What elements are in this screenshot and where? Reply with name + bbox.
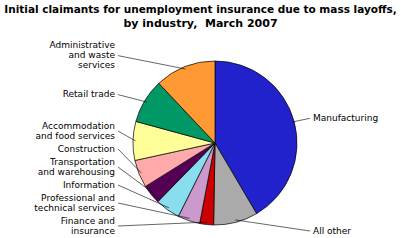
chart: Initial claimants for unemployment insur… — [0, 0, 401, 238]
leader-line — [292, 118, 310, 122]
leader-line — [235, 220, 310, 231]
leader-line — [118, 222, 207, 226]
leader-line — [118, 95, 147, 102]
labels: Administrativeand wasteservices Retail tr… — [34, 40, 378, 235]
slice-label: Transportationand warehousing — [38, 157, 115, 177]
leader-line — [118, 167, 153, 193]
slice-label: Retail trade — [63, 89, 116, 99]
slice-label: All other — [313, 226, 351, 236]
leader-lines — [118, 56, 310, 231]
title: by industry, March 2007 — [123, 17, 277, 30]
leader-line — [118, 131, 135, 141]
slice-label: Manufacturing — [313, 113, 378, 123]
slice-label: Finance andinsurance — [61, 216, 116, 236]
leader-line — [118, 56, 186, 69]
slice-label: Administrativeand wasteservices — [49, 40, 115, 70]
slices — [133, 61, 297, 225]
slice-label: Professional andtechnical services — [34, 193, 115, 213]
leader-line — [118, 203, 190, 218]
slice-label: Accommodationand food services — [36, 121, 116, 141]
slice-label: Construction — [58, 144, 115, 154]
slice — [214, 143, 257, 225]
slice — [159, 61, 215, 143]
slice-label: Information — [63, 180, 115, 190]
title: Initial claimants for unemployment insur… — [4, 3, 396, 15]
